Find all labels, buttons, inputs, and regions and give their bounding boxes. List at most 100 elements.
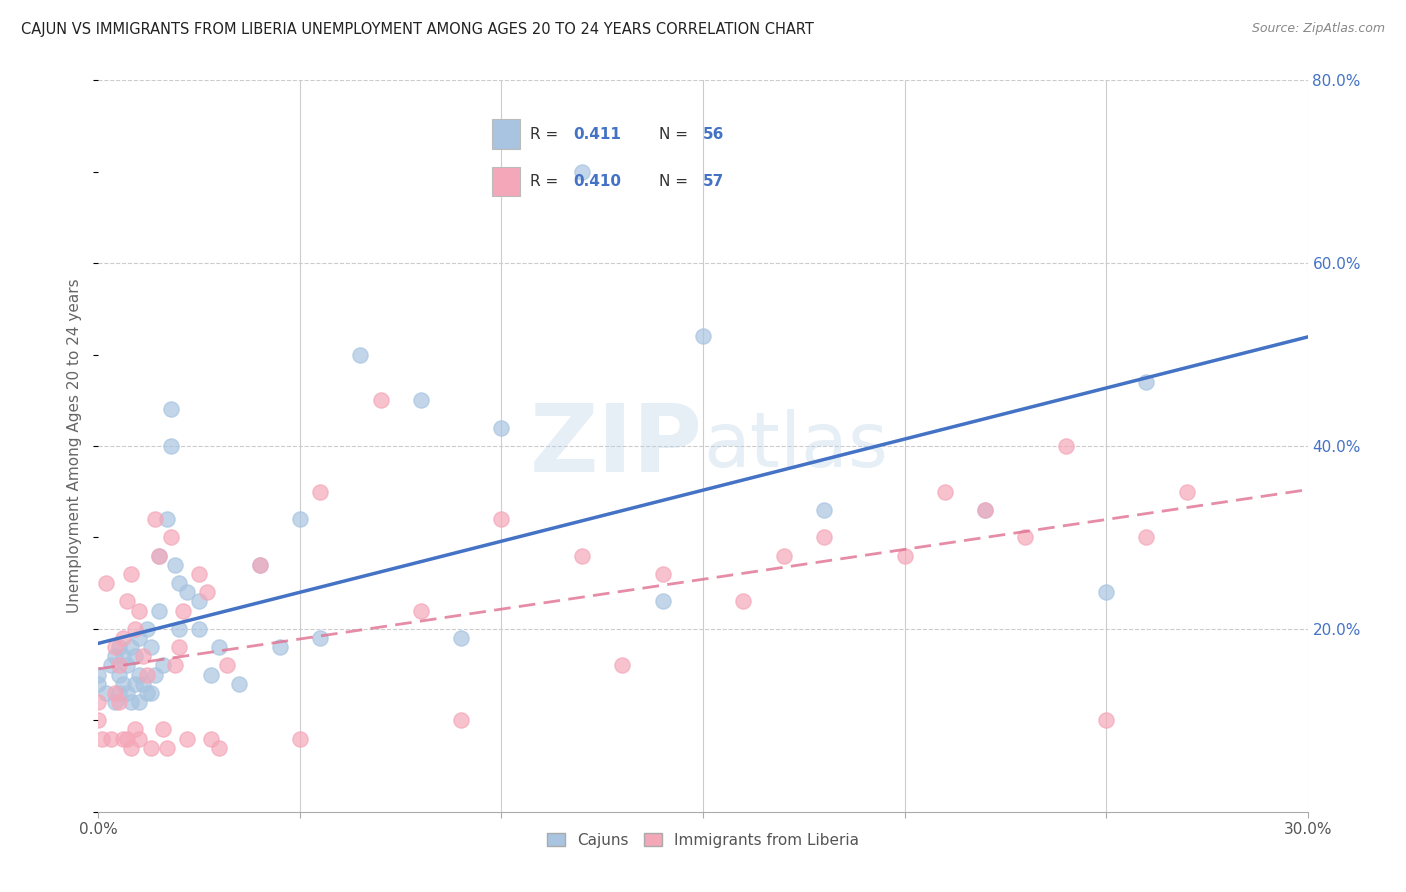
Point (450, 714, 472, 728)
Point (288, 731, 311, 746)
Point (115, 731, 138, 746)
Point (135, 686, 157, 700)
Point (124, 622, 146, 636)
Point (148, 603, 170, 617)
Point (160, 530, 183, 544)
Point (813, 530, 835, 544)
Point (120, 740, 142, 755)
Point (692, 329, 714, 343)
Point (974, 503, 997, 517)
Point (349, 347, 371, 362)
Point (208, 640, 231, 655)
Point (200, 731, 222, 746)
Point (409, 393, 432, 408)
Text: atlas: atlas (703, 409, 887, 483)
Point (208, 740, 231, 755)
Point (139, 686, 162, 700)
Point (100, 658, 122, 673)
Point (571, 164, 593, 178)
Point (100, 731, 122, 746)
Point (96, 576, 118, 591)
Point (139, 740, 162, 755)
Point (107, 658, 129, 673)
Point (103, 695, 125, 709)
Point (167, 576, 190, 591)
Point (309, 484, 332, 499)
Point (188, 622, 211, 636)
Point (974, 503, 997, 517)
Point (195, 585, 218, 599)
Point (120, 640, 142, 655)
Point (1175, 484, 1198, 499)
Text: CAJUN VS IMMIGRANTS FROM LIBERIA UNEMPLOYMENT AMONG AGES 20 TO 24 YEARS CORRELAT: CAJUN VS IMMIGRANTS FROM LIBERIA UNEMPLO… (21, 22, 814, 37)
Point (128, 631, 150, 645)
Point (188, 567, 211, 582)
Point (249, 558, 271, 572)
Point (143, 667, 166, 681)
Point (571, 549, 593, 563)
Point (156, 512, 179, 526)
Point (107, 695, 129, 709)
Point (772, 549, 794, 563)
Point (128, 695, 150, 709)
Point (934, 484, 956, 499)
Point (163, 658, 186, 673)
Point (409, 603, 432, 617)
Point (132, 676, 155, 690)
Point (120, 567, 142, 582)
Point (491, 421, 513, 435)
Point (87, 667, 110, 681)
Point (1014, 530, 1036, 544)
Point (111, 631, 134, 645)
Legend: Cajuns, Immigrants from Liberia: Cajuns, Immigrants from Liberia (538, 825, 868, 855)
Point (160, 402, 183, 417)
Point (491, 512, 513, 526)
Point (103, 649, 125, 664)
Point (148, 549, 170, 563)
Point (160, 439, 183, 453)
Point (135, 667, 157, 681)
Point (172, 603, 194, 617)
Point (228, 676, 250, 690)
Point (111, 676, 134, 690)
Point (1095, 714, 1118, 728)
Text: ZIP: ZIP (530, 400, 703, 492)
Point (124, 676, 146, 690)
Point (651, 567, 673, 582)
Point (148, 549, 170, 563)
Point (132, 649, 155, 664)
Point (309, 631, 332, 645)
Point (128, 667, 150, 681)
Point (288, 512, 311, 526)
Point (107, 686, 129, 700)
Point (163, 558, 186, 572)
Point (188, 594, 211, 608)
Point (217, 658, 239, 673)
Point (167, 622, 190, 636)
Point (103, 640, 125, 655)
Point (733, 594, 755, 608)
Point (176, 585, 198, 599)
Point (1095, 585, 1118, 599)
Point (152, 723, 174, 737)
Point (111, 649, 134, 664)
Point (87, 695, 110, 709)
Point (651, 594, 673, 608)
Point (128, 603, 150, 617)
Point (1135, 375, 1157, 389)
Point (124, 649, 146, 664)
Point (128, 731, 150, 746)
Point (87, 714, 110, 728)
Point (103, 686, 125, 700)
Point (1135, 530, 1157, 544)
Point (115, 686, 138, 700)
Point (450, 631, 472, 645)
Point (156, 740, 179, 755)
Point (269, 640, 291, 655)
Point (115, 594, 138, 608)
Text: Source: ZipAtlas.com: Source: ZipAtlas.com (1251, 22, 1385, 36)
Point (87, 676, 110, 690)
Point (135, 622, 157, 636)
Point (96, 686, 118, 700)
Point (143, 512, 166, 526)
